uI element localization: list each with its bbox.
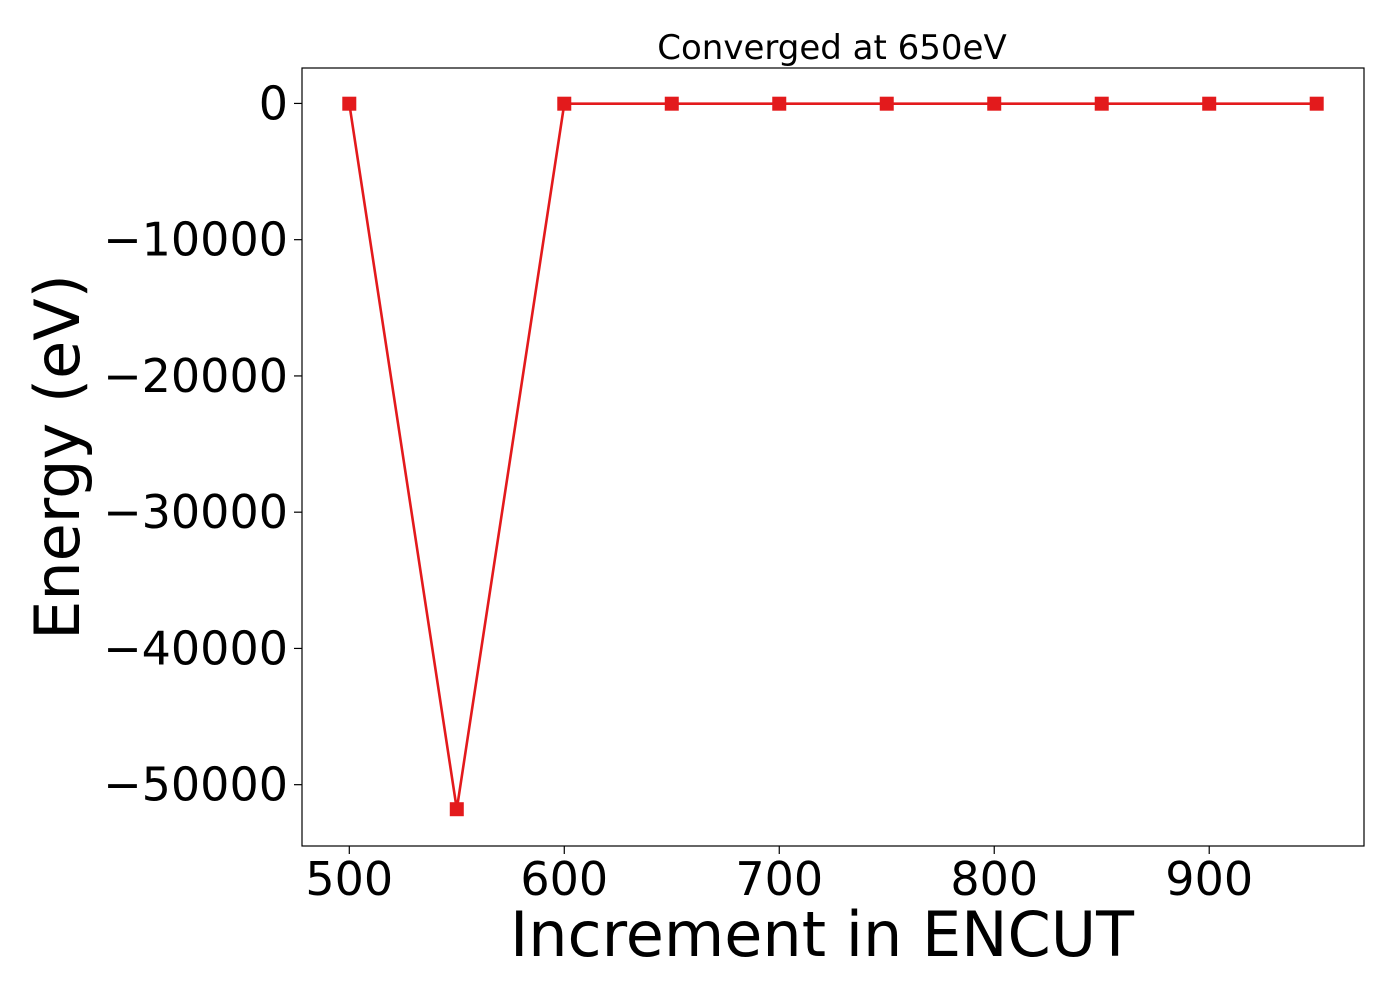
series-line [348,102,1317,811]
x-tick-label: 900 [1165,852,1253,906]
data-point [879,96,894,111]
y-tick-label: −10000 [103,213,288,267]
y-axis: 0 −10000 −20000 −30000 −40000 −50000 [103,76,302,812]
data-point [1094,96,1109,111]
data-point [772,96,787,111]
data-point [1309,96,1324,111]
x-tick-label: 600 [520,852,608,906]
y-axis-label: Energy (eV) [21,274,94,640]
data-point [342,96,357,111]
plot-area [301,67,1365,847]
x-tick-label: 500 [305,852,393,906]
x-axis: 500 600 700 800 900 [305,846,1253,906]
chart-title: Converged at 650eV [657,28,1006,68]
x-axis-label: Increment in ENCUT [510,898,1135,971]
x-tick-label: 700 [735,852,823,906]
y-tick-label: 0 [259,76,288,130]
y-tick-label: −20000 [103,349,288,403]
data-point [664,96,679,111]
y-tick-label: −50000 [103,758,288,812]
data-point [557,96,572,111]
y-tick-label: −40000 [103,621,288,675]
series-layer [342,96,1324,817]
data-point [1202,96,1217,111]
data-point [987,96,1002,111]
data-point [449,802,464,817]
x-tick-label: 800 [950,852,1038,906]
y-tick-label: −30000 [103,485,288,539]
